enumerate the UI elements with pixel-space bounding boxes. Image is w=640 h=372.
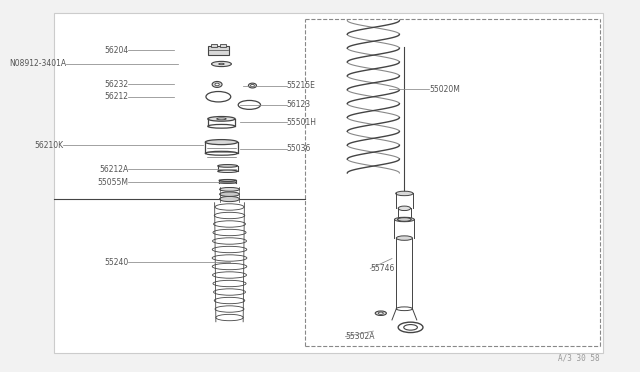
Text: 55302A: 55302A — [346, 332, 375, 341]
Text: 56232: 56232 — [104, 80, 129, 89]
Ellipse shape — [396, 236, 412, 240]
Ellipse shape — [205, 140, 237, 145]
Text: 55240: 55240 — [104, 258, 129, 267]
Ellipse shape — [251, 84, 254, 87]
FancyBboxPatch shape — [54, 13, 603, 353]
Text: A/3 30 58: A/3 30 58 — [558, 354, 600, 363]
Ellipse shape — [394, 217, 414, 222]
Ellipse shape — [220, 192, 239, 196]
Text: 56204: 56204 — [104, 46, 129, 55]
Ellipse shape — [212, 61, 232, 67]
Ellipse shape — [248, 83, 257, 88]
Ellipse shape — [375, 311, 387, 315]
Text: 56210K: 56210K — [34, 141, 63, 150]
Text: 56123: 56123 — [287, 100, 310, 109]
Ellipse shape — [208, 116, 235, 121]
FancyBboxPatch shape — [220, 44, 226, 47]
Text: 56212: 56212 — [104, 92, 129, 101]
Ellipse shape — [220, 187, 239, 191]
Text: 55746: 55746 — [371, 264, 395, 273]
Ellipse shape — [396, 191, 413, 196]
Text: 55215E: 55215E — [287, 81, 316, 90]
Text: 55020M: 55020M — [429, 85, 460, 94]
Ellipse shape — [212, 81, 222, 87]
Ellipse shape — [219, 179, 236, 182]
Text: 56212A: 56212A — [99, 165, 129, 174]
Ellipse shape — [217, 118, 226, 120]
Ellipse shape — [219, 63, 224, 65]
FancyBboxPatch shape — [208, 46, 229, 55]
Text: N08912-3401A: N08912-3401A — [10, 60, 67, 68]
FancyBboxPatch shape — [211, 44, 217, 47]
Ellipse shape — [220, 196, 239, 202]
Ellipse shape — [218, 164, 237, 167]
Ellipse shape — [378, 312, 383, 314]
Ellipse shape — [397, 218, 411, 221]
Text: 55055M: 55055M — [97, 178, 129, 187]
Ellipse shape — [398, 206, 411, 211]
Text: 55501H: 55501H — [287, 118, 317, 126]
Ellipse shape — [215, 83, 220, 86]
Text: 55036: 55036 — [287, 144, 311, 153]
Ellipse shape — [404, 324, 417, 330]
